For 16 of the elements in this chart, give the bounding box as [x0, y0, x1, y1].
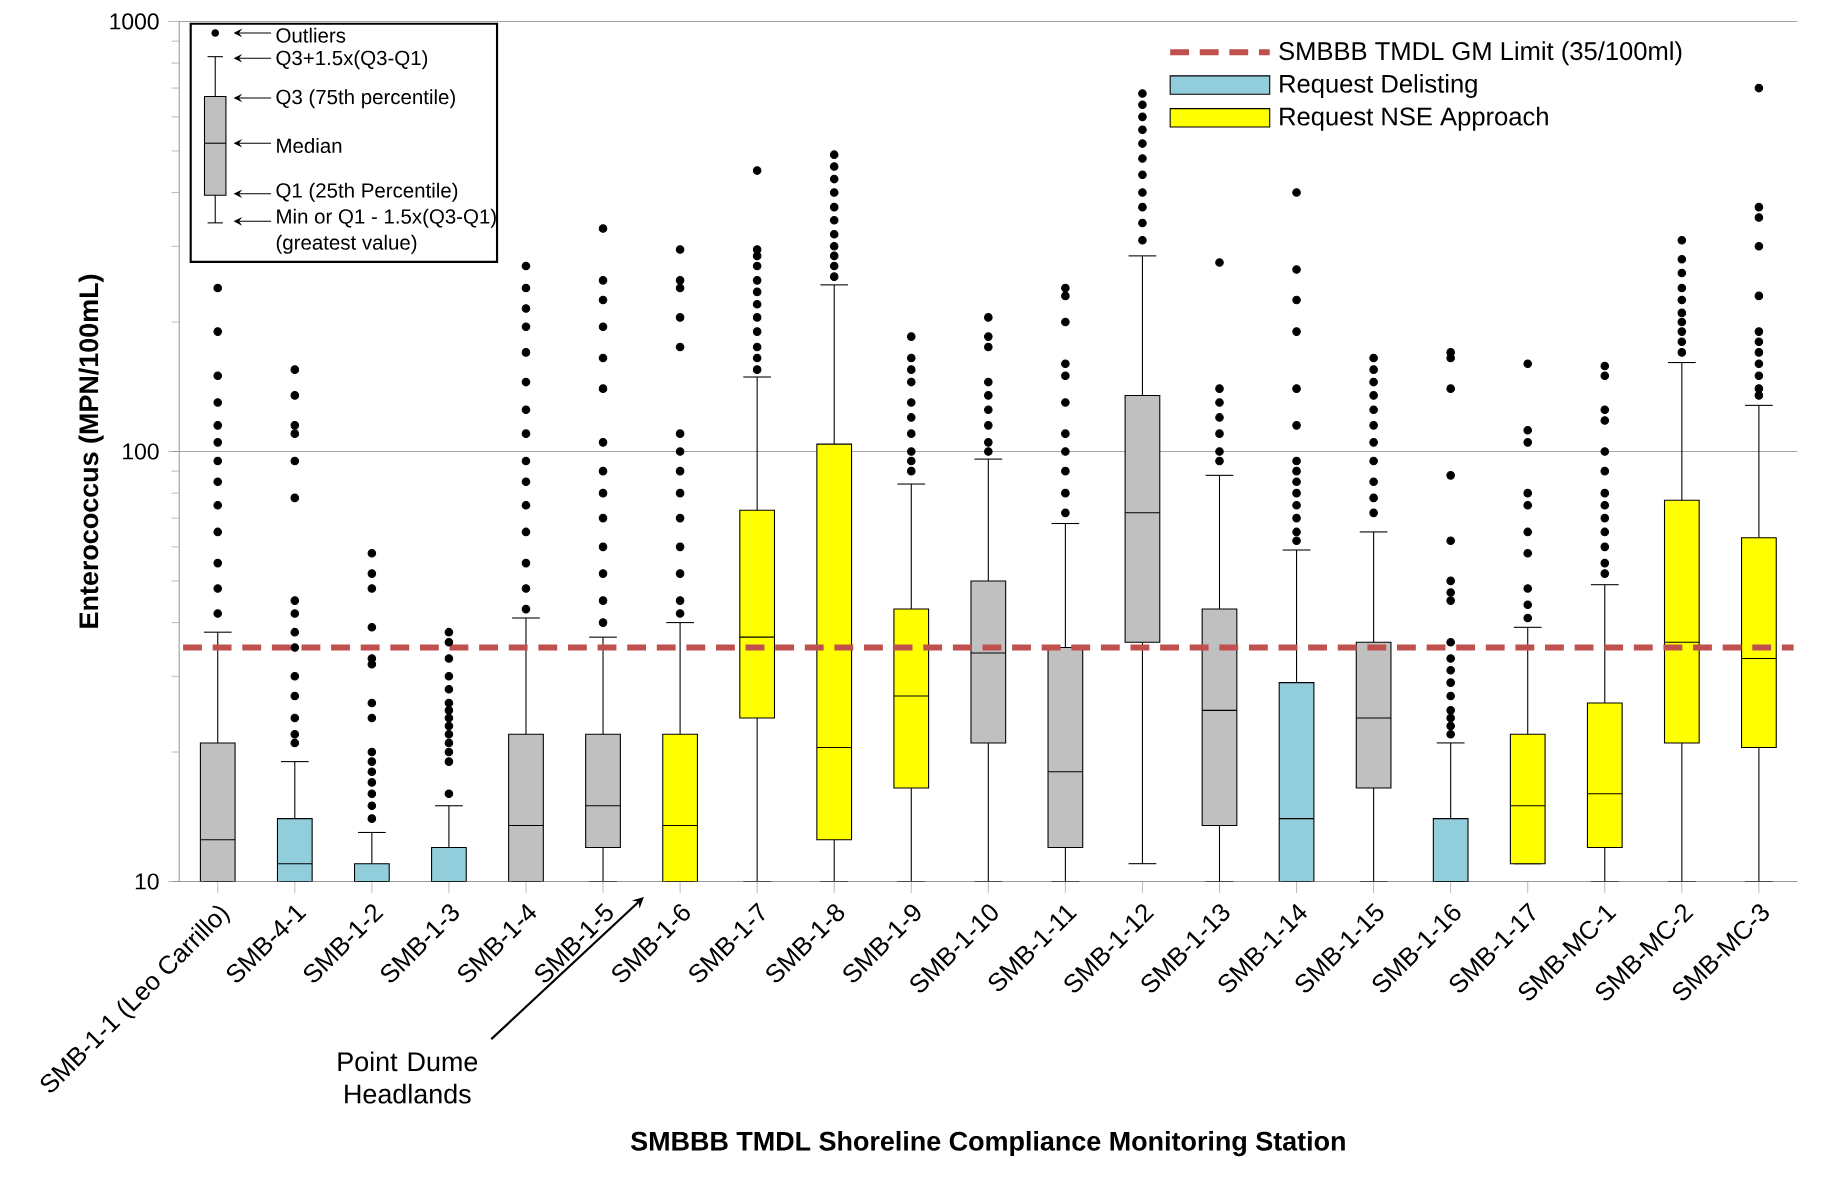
- y-tick-label: 10: [135, 873, 159, 890]
- annotation: Outliers: [276, 27, 346, 43]
- legend-label: SMBBB TMDL GM Limit (35/100ml): [1279, 41, 1682, 66]
- annotation: (greatest value): [276, 234, 417, 254]
- text: Point Dume Headlands: [338, 1051, 478, 1104]
- annotation: Q1 (25th Percentile): [276, 182, 458, 202]
- annotation: Median: [277, 138, 342, 154]
- y-tick-label: 1000: [110, 13, 159, 30]
- annotation: Q3+1.5x(Q3-Q1): [276, 50, 428, 70]
- legend-label: Request Delisting: [1280, 74, 1477, 98]
- annotation: Q3 (75th percentile): [276, 89, 455, 109]
- legend-label: Request NSE Approach: [1280, 106, 1548, 131]
- annotation: Min or Q1 - 1.5x(Q3-Q1): [277, 208, 496, 228]
- x-axis-title: SMBBB TMDL Shoreline Compliance Monitoring Station: [630, 1130, 1345, 1157]
- y-tick-label: 100: [123, 443, 159, 460]
- y-axis-title: Enterococcus (MPN/100mL): [78, 274, 104, 628]
